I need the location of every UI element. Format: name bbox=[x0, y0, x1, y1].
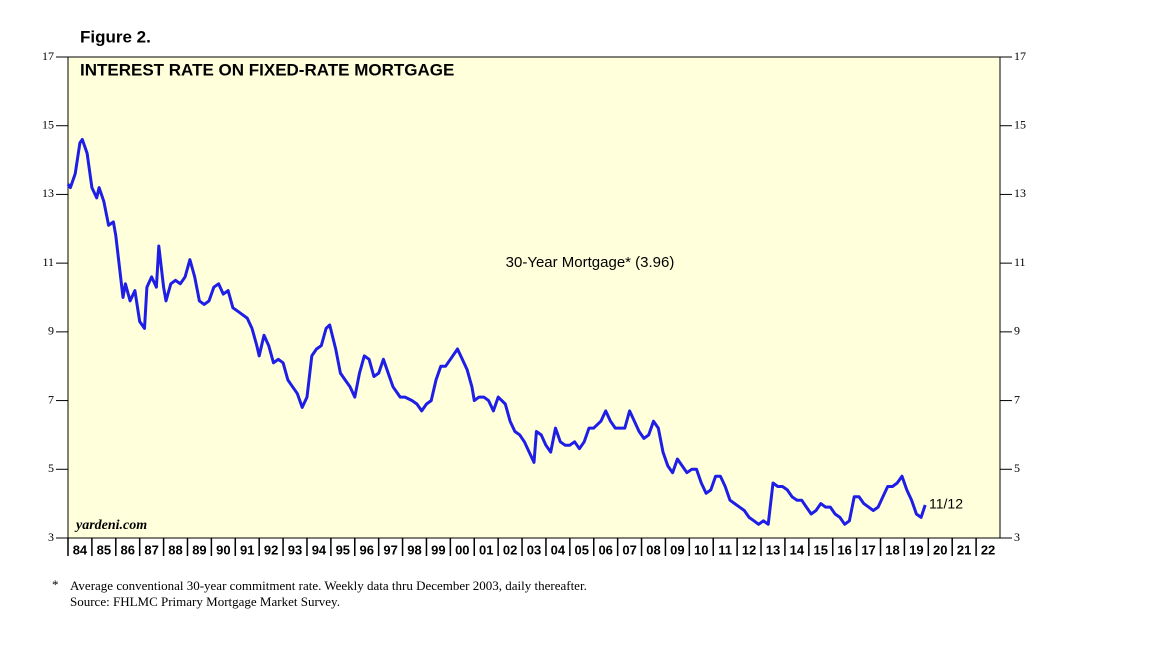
x-tick-label: 84 bbox=[73, 542, 88, 557]
x-tick-label: 90 bbox=[216, 542, 230, 557]
x-tick-label: 02 bbox=[503, 542, 517, 557]
x-tick-label: 11 bbox=[718, 542, 732, 557]
x-tick-label: 21 bbox=[957, 542, 971, 557]
x-tick-label: 99 bbox=[431, 542, 445, 557]
x-tick-label: 87 bbox=[144, 542, 158, 557]
x-tick-label: 20 bbox=[933, 542, 947, 557]
y-tick-label: 3 bbox=[48, 530, 54, 544]
x-tick-label: 01 bbox=[479, 542, 493, 557]
x-tick-label: 85 bbox=[97, 542, 111, 557]
x-tick-label: 94 bbox=[312, 542, 327, 557]
y2-tick-label: 17 bbox=[1014, 49, 1026, 63]
x-tick-label: 22 bbox=[981, 542, 995, 557]
x-tick-label: 04 bbox=[551, 542, 566, 557]
y-tick-label: 11 bbox=[42, 255, 54, 269]
x-tick-label: 93 bbox=[288, 542, 302, 557]
x-tick-label: 05 bbox=[575, 542, 589, 557]
x-tick-label: 14 bbox=[790, 542, 805, 557]
x-tick-label: 03 bbox=[527, 542, 541, 557]
x-tick-label: 86 bbox=[121, 542, 135, 557]
x-tick-label: 09 bbox=[670, 542, 684, 557]
x-tick-label: 16 bbox=[837, 542, 851, 557]
x-tick-label: 97 bbox=[383, 542, 397, 557]
x-tick-label: 19 bbox=[909, 542, 923, 557]
x-tick-label: 91 bbox=[240, 542, 254, 557]
series-line bbox=[66, 138, 927, 526]
figure-label: Figure 2. bbox=[80, 27, 151, 46]
x-tick-label: 07 bbox=[622, 542, 636, 557]
x-tick-label: 15 bbox=[814, 542, 828, 557]
plot-area bbox=[67, 56, 1001, 539]
y2-tick-label: 15 bbox=[1014, 117, 1026, 131]
y-tick-label: 15 bbox=[42, 117, 54, 131]
x-tick-label: 18 bbox=[885, 542, 899, 557]
x-tick-label: 00 bbox=[455, 542, 469, 557]
x-tick-label: 08 bbox=[646, 542, 660, 557]
x-tick-label: 92 bbox=[264, 542, 278, 557]
y2-tick-label: 5 bbox=[1014, 461, 1020, 475]
x-tick-label: 10 bbox=[694, 542, 708, 557]
y-tick-label: 13 bbox=[42, 186, 54, 200]
x-tick-label: 96 bbox=[359, 542, 373, 557]
series-label: 30-Year Mortgage* (3.96) bbox=[506, 254, 675, 271]
footnote: Average conventional 30-year commitment … bbox=[70, 578, 587, 593]
footnote-marker: * bbox=[52, 577, 59, 592]
y2-tick-label: 9 bbox=[1014, 324, 1020, 338]
chart-title: INTEREST RATE ON FIXED-RATE MORTGAGE bbox=[80, 60, 454, 79]
x-tick-label: 98 bbox=[407, 542, 421, 557]
y-tick-label: 17 bbox=[42, 49, 54, 63]
end-label: 11/12 bbox=[929, 496, 963, 512]
y2-tick-label: 7 bbox=[1014, 392, 1020, 406]
y-tick-label: 9 bbox=[48, 324, 54, 338]
y2-tick-label: 13 bbox=[1014, 186, 1026, 200]
x-tick-label: 06 bbox=[598, 542, 612, 557]
x-tick-label: 13 bbox=[766, 542, 780, 557]
y-tick-label: 7 bbox=[48, 392, 54, 406]
y2-tick-label: 3 bbox=[1014, 530, 1020, 544]
y2-tick-label: 11 bbox=[1014, 255, 1026, 269]
source-credit: yardeni.com bbox=[74, 518, 147, 533]
x-tick-label: 89 bbox=[192, 542, 206, 557]
x-tick-label: 95 bbox=[336, 542, 350, 557]
x-tick-label: 12 bbox=[742, 542, 756, 557]
source: Source: FHLMC Primary Mortgage Market Su… bbox=[70, 594, 340, 609]
y-tick-label: 5 bbox=[48, 461, 54, 475]
x-tick-label: 17 bbox=[861, 542, 875, 557]
x-tick-label: 88 bbox=[168, 542, 182, 557]
